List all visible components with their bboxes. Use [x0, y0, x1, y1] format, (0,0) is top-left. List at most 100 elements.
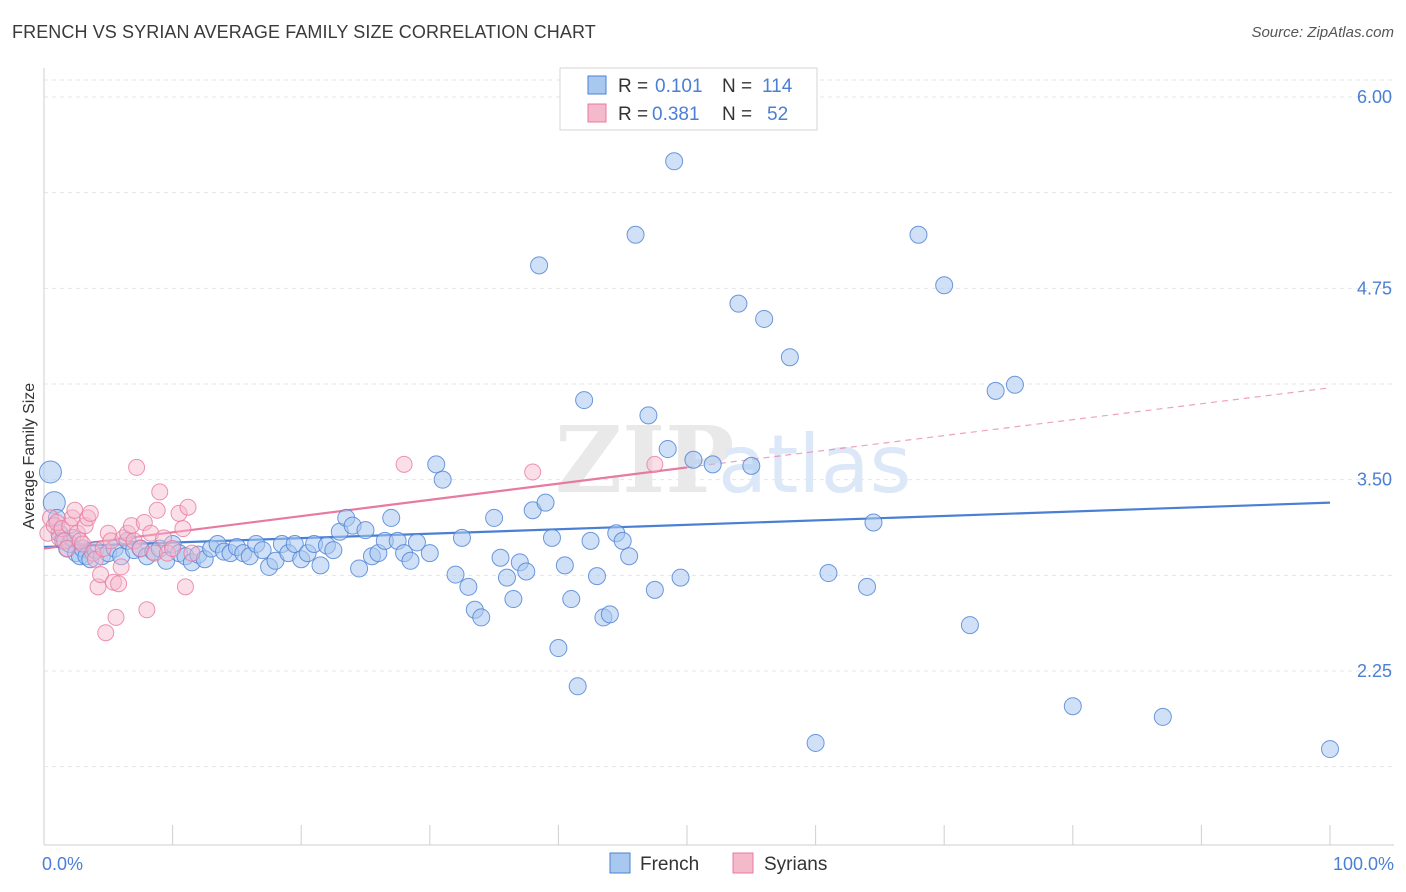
x-tick-marks — [43, 825, 1331, 845]
syrians-trend-extension — [686, 387, 1331, 469]
french-point — [587, 567, 606, 586]
french-point — [491, 548, 510, 567]
french-point — [517, 562, 536, 581]
syrians-point — [183, 544, 201, 562]
french-point — [864, 513, 883, 532]
french-point — [665, 152, 684, 171]
french-point — [555, 556, 574, 575]
french-point — [401, 551, 420, 570]
french-point — [485, 508, 504, 527]
french-point — [755, 309, 774, 328]
syrians-point — [524, 463, 542, 481]
french-point — [472, 608, 491, 627]
y-tick-labels: 2.25 3.50 4.75 6.00 — [1357, 87, 1392, 681]
french-point — [1005, 375, 1024, 394]
french-point — [986, 381, 1005, 400]
french-point — [407, 533, 426, 552]
stats-n-label-french: N = — [722, 76, 752, 97]
syrians-point — [92, 566, 110, 584]
syrians-point — [174, 520, 192, 538]
french-point — [684, 450, 703, 469]
french-point — [658, 440, 677, 459]
french-point — [504, 590, 523, 609]
x-tick-label-max: 100.0% — [1333, 854, 1394, 874]
syrians-point — [58, 540, 76, 558]
french-point — [858, 577, 877, 596]
syrians-point — [146, 544, 164, 562]
y-tick-label: 3.50 — [1357, 470, 1392, 490]
syrians-point — [107, 608, 125, 626]
french-point — [581, 531, 600, 550]
french-point — [1063, 697, 1082, 716]
y-tick-label: 2.25 — [1357, 661, 1392, 681]
french-point — [671, 568, 690, 587]
french-point — [311, 556, 330, 575]
french-point — [459, 577, 478, 596]
french-point — [420, 544, 439, 563]
stats-legend-swatch-syrians — [587, 103, 607, 123]
french-point — [1321, 740, 1339, 759]
french-point — [452, 528, 471, 547]
french-point — [780, 348, 799, 367]
french-point — [530, 256, 549, 275]
french-point — [536, 493, 555, 512]
syrians-point — [110, 575, 128, 593]
french-point — [935, 276, 954, 295]
syrians-point — [128, 458, 146, 476]
syrians-point — [131, 540, 149, 558]
french-point — [703, 455, 722, 474]
french-point — [427, 455, 446, 474]
french-point — [600, 605, 619, 624]
french-point — [960, 616, 979, 635]
legend-swatch-french — [609, 852, 631, 874]
french-point — [356, 521, 375, 540]
stats-n-label-syrians: N = — [722, 104, 752, 125]
stats-r-value-french: 0.101 — [655, 76, 703, 97]
french-point — [575, 391, 594, 410]
y-tick-label: 4.75 — [1357, 278, 1392, 298]
legend-label-french: French — [640, 854, 699, 875]
syrians-point — [102, 532, 120, 550]
y-tick-label: 6.00 — [1357, 87, 1392, 107]
chart-title: FRENCH VS SYRIAN AVERAGE FAMILY SIZE COR… — [12, 22, 596, 42]
syrians-point — [395, 455, 413, 473]
french-point — [542, 528, 561, 547]
french-point — [613, 531, 632, 550]
syrians-point — [138, 601, 156, 619]
syrians-point — [71, 532, 89, 550]
stats-legend: R = 0.101 N = 114 R = 0.381 N = 52 — [559, 67, 818, 131]
stats-r-label-syrians: R = — [618, 104, 648, 125]
syrians-point — [164, 540, 182, 558]
stats-n-value-syrians: 52 — [767, 104, 788, 125]
data-points — [38, 152, 1339, 759]
y-axis-title: Average Family Size — [21, 383, 38, 530]
syrians-point — [151, 483, 169, 501]
french-point — [568, 677, 587, 696]
stats-r-label-french: R = — [618, 76, 648, 97]
syrians-point — [176, 578, 194, 596]
french-point — [620, 547, 639, 566]
french-point — [729, 294, 748, 313]
french-point — [645, 580, 664, 599]
french-point — [1153, 707, 1172, 726]
stats-r-value-syrians: 0.381 — [652, 104, 700, 125]
x-tick-label-min: 0.0% — [42, 854, 83, 874]
syrians-point — [646, 455, 664, 473]
french-point — [382, 508, 401, 527]
syrians-point — [142, 524, 160, 542]
syrians-trend-line — [43, 466, 688, 550]
stats-legend-swatch-french — [587, 75, 607, 95]
french-point — [626, 225, 645, 244]
syrians-point — [135, 514, 153, 532]
syrians-point — [158, 544, 176, 562]
syrians-point — [79, 509, 97, 527]
french-point — [819, 564, 838, 583]
french-point — [350, 559, 369, 578]
syrians-point — [179, 498, 197, 516]
syrians-point — [81, 504, 99, 522]
syrians-point — [112, 558, 130, 576]
syrians-point — [148, 501, 166, 519]
french-point — [38, 460, 62, 484]
french-point — [253, 541, 272, 560]
